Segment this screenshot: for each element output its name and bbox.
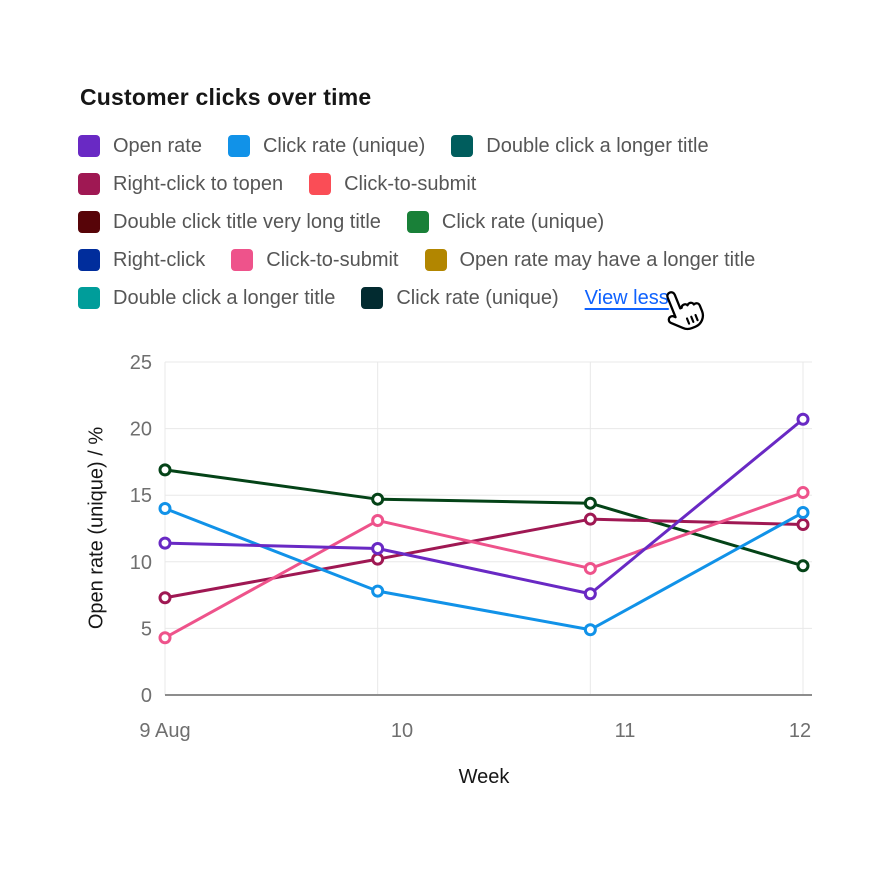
data-point[interactable]	[583, 512, 597, 526]
legend-row: Open rate Click rate (unique) Double click…	[78, 135, 798, 157]
legend-item-label: Open rate	[113, 135, 202, 157]
legend-swatch	[309, 173, 332, 195]
legend-row: Double click a longer title Click rate (u…	[78, 287, 798, 309]
legend-item[interactable]: Click rate (unique)	[361, 287, 559, 309]
y-tick-label: 0	[141, 685, 152, 707]
legend-item[interactable]: Double click a longer title	[78, 287, 335, 309]
x-tick-label: 11	[615, 720, 636, 742]
series-line	[163, 468, 805, 568]
data-point[interactable]	[583, 623, 597, 637]
legend-swatch	[78, 287, 100, 309]
legend-swatch	[78, 211, 100, 233]
legend-item[interactable]: Open rate	[78, 135, 202, 157]
legend-item-label: Open rate may have a longer title	[459, 249, 756, 271]
legend-item[interactable]: Click rate (unique)	[406, 211, 605, 233]
y-tick-label: 20	[130, 419, 152, 441]
legend-swatch	[78, 135, 100, 157]
legend-item-label: Double click title very long title	[113, 211, 381, 233]
legend-item-label: Double click a longer title	[113, 287, 336, 309]
y-tick-label: 15	[130, 485, 152, 507]
legend-item[interactable]: Double click title very long title	[78, 211, 381, 233]
data-point[interactable]	[158, 502, 172, 516]
legend-swatch	[78, 249, 100, 271]
data-point[interactable]	[158, 463, 172, 477]
legend-swatch	[424, 249, 447, 271]
y-tick-label: 5	[141, 618, 152, 640]
data-point[interactable]	[796, 559, 810, 573]
legend-item-label: Click rate (unique)	[262, 135, 426, 157]
legend-item-label: Click-to-submit	[344, 173, 477, 195]
legend-item-label: Right-click	[113, 249, 206, 271]
legend-item[interactable]: Click-to-submit	[309, 173, 476, 195]
legend-item[interactable]: Click rate (unique)	[227, 135, 426, 157]
legend-swatch	[227, 135, 250, 157]
legend-swatch	[406, 211, 429, 233]
view-less-link[interactable]: View less	[584, 287, 669, 309]
data-point[interactable]	[583, 561, 597, 575]
data-point[interactable]	[796, 518, 810, 532]
x-tick-label: 9 Aug	[139, 720, 190, 742]
data-point[interactable]	[583, 496, 597, 510]
data-point[interactable]	[796, 506, 810, 520]
legend-item[interactable]: Double click a longer title	[451, 135, 709, 157]
data-point[interactable]	[371, 584, 385, 598]
legend-item-label: Right-click to topen	[113, 173, 284, 195]
legend-swatch	[78, 173, 100, 195]
hand-cursor-icon	[666, 291, 705, 331]
legend-item-label: Click-to-submit	[266, 249, 399, 271]
legend-row: Right-click Click-to-submit Open rate may …	[78, 249, 798, 271]
legend-item-label: Double click a longer title	[486, 135, 709, 157]
legend: Open rate Click rate (unique) Double click…	[78, 135, 798, 325]
legend-swatch	[231, 249, 254, 271]
x-axis-title: Week	[458, 766, 510, 788]
y-axis-title: Open rate (unique) / %	[85, 426, 108, 630]
data-point[interactable]	[158, 536, 172, 550]
legend-item[interactable]: Right-click to topen	[78, 173, 283, 195]
legend-row: Right-click to topen Click-to-submit	[78, 173, 798, 195]
data-point[interactable]	[371, 541, 385, 555]
data-point[interactable]	[796, 486, 810, 500]
series-line	[163, 417, 805, 596]
legend-swatch	[361, 287, 384, 309]
legend-item[interactable]: Open rate may have a longer title	[424, 249, 756, 271]
y-tick-label: 25	[130, 352, 152, 374]
legend-item-label: Click rate (unique)	[396, 287, 559, 309]
data-point[interactable]	[583, 587, 597, 601]
y-tick-label: 10	[130, 552, 152, 574]
series-line	[163, 507, 805, 632]
data-point[interactable]	[796, 412, 810, 426]
series-line	[163, 491, 805, 640]
data-point[interactable]	[158, 591, 172, 605]
data-point[interactable]	[371, 552, 385, 566]
legend-item[interactable]: Right-click	[78, 249, 205, 271]
data-point[interactable]	[371, 514, 385, 528]
x-tick-label: 12	[789, 720, 811, 742]
legend-swatch	[451, 135, 474, 157]
data-point[interactable]	[371, 492, 385, 506]
x-tick-label: 10	[391, 720, 413, 742]
legend-item[interactable]: Click-to-submit	[231, 249, 399, 271]
data-point[interactable]	[158, 631, 172, 645]
legend-item-label: Click rate (unique)	[441, 211, 605, 233]
legend-row: Double click title very long title Click …	[78, 211, 798, 233]
chart-title: Customer clicks over time	[80, 84, 372, 110]
